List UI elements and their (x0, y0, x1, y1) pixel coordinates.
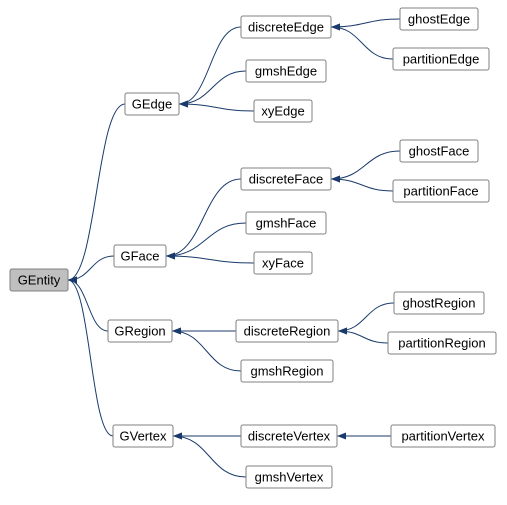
nodes-group: GEntity GEdge GFace GRegion GVertex discreteE… (10, 8, 496, 488)
node-GEdge-label: GEdge (132, 96, 172, 111)
node-discreteEdge-label: discreteEdge (248, 19, 324, 34)
node-discreteEdge[interactable]: discreteEdge (241, 16, 331, 38)
node-discreteRegion-label: discreteRegion (244, 323, 331, 338)
node-discreteVertex[interactable]: discreteVertex (241, 425, 337, 447)
edge-gmshFace-GFace (166, 223, 246, 256)
node-GVertex[interactable]: GVertex (113, 425, 173, 447)
node-gmshVertex[interactable]: gmshVertex (246, 466, 332, 488)
node-gmshEdge[interactable]: gmshEdge (246, 60, 326, 82)
node-discreteFace-label: discreteFace (249, 171, 323, 186)
edge-discreteFace-GFace (166, 179, 241, 256)
node-partitionFace-label: partitionFace (403, 183, 478, 198)
node-GRegion[interactable]: GRegion (108, 320, 172, 342)
node-partitionEdge[interactable]: partitionEdge (393, 48, 489, 70)
node-gmshEdge-label: gmshEdge (255, 63, 317, 78)
edge-gmshEdge-GEdge (179, 71, 246, 104)
node-ghostRegion[interactable]: ghostRegion (394, 292, 484, 314)
node-partitionFace[interactable]: partitionFace (393, 180, 489, 202)
node-partitionVertex-label: partitionVertex (401, 428, 485, 443)
node-partitionRegion-label: partitionRegion (398, 335, 485, 350)
node-ghostEdge-label: ghostEdge (408, 11, 470, 26)
edge-xyFace-GFace (166, 256, 254, 263)
node-xyEdge-label: xyEdge (261, 103, 304, 118)
edge-GVertex-GEntity (68, 280, 113, 436)
node-ghostFace-label: ghostFace (409, 143, 470, 158)
node-xyEdge[interactable]: xyEdge (254, 100, 312, 122)
edge-gmshVertex-GVertex (173, 436, 246, 477)
node-GFace[interactable]: GFace (114, 245, 166, 267)
node-GEntity-label: GEntity (18, 272, 61, 287)
node-GFace-label: GFace (120, 248, 159, 263)
edge-partitionEdge-discreteEdge (331, 27, 393, 59)
edge-ghostEdge-discreteEdge (331, 19, 400, 27)
node-xyFace[interactable]: xyFace (254, 252, 312, 274)
node-ghostEdge[interactable]: ghostEdge (400, 8, 478, 30)
node-gmshVertex-label: gmshVertex (255, 469, 324, 484)
edge-ghostFace-discreteFace (331, 151, 400, 179)
node-xyFace-label: xyFace (262, 255, 304, 270)
node-discreteRegion[interactable]: discreteRegion (236, 320, 338, 342)
node-discreteVertex-label: discreteVertex (248, 428, 331, 443)
edge-GRegion-GEntity (68, 280, 108, 331)
node-GEntity[interactable]: GEntity (10, 269, 68, 291)
node-ghostFace[interactable]: ghostFace (400, 140, 478, 162)
edge-partitionFace-discreteFace (331, 179, 393, 191)
inheritance-diagram: GEntity GEdge GFace GRegion GVertex discreteE… (0, 0, 507, 505)
node-GRegion-label: GRegion (114, 323, 165, 338)
edge-ghostRegion-discreteRegion (338, 303, 394, 331)
edge-gmshRegion-GRegion (172, 331, 241, 371)
node-GEdge[interactable]: GEdge (125, 93, 179, 115)
edge-discreteEdge-GEdge (179, 27, 241, 104)
node-gmshRegion[interactable]: gmshRegion (241, 360, 333, 382)
node-discreteFace[interactable]: discreteFace (241, 168, 331, 190)
node-partitionRegion[interactable]: partitionRegion (388, 332, 496, 354)
node-gmshRegion-label: gmshRegion (251, 363, 324, 378)
node-GVertex-label: GVertex (120, 428, 167, 443)
node-gmshFace[interactable]: gmshFace (246, 212, 326, 234)
node-partitionVertex[interactable]: partitionVertex (391, 425, 495, 447)
node-partitionEdge-label: partitionEdge (403, 51, 480, 66)
node-gmshFace-label: gmshFace (256, 215, 317, 230)
edge-partitionRegion-discreteRegion (338, 331, 388, 343)
node-ghostRegion-label: ghostRegion (403, 295, 476, 310)
edge-xyEdge-GEdge (179, 104, 254, 111)
